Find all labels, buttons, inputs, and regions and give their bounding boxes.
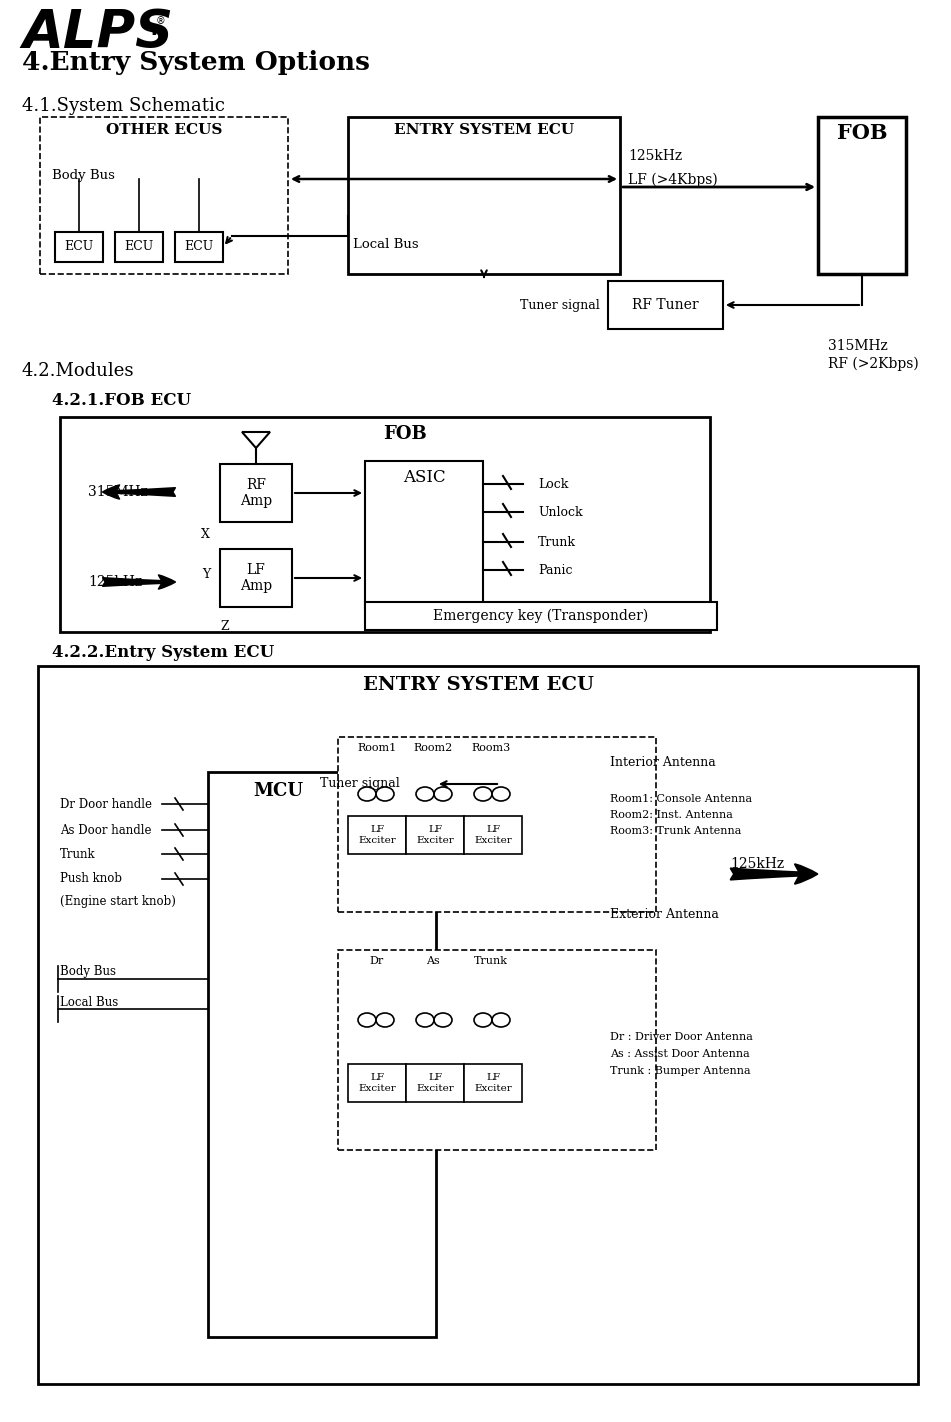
FancyArrowPatch shape	[103, 485, 175, 499]
Text: FOB: FOB	[837, 122, 887, 144]
Text: Trunk: Trunk	[60, 848, 96, 860]
Text: RF (>2Kbps): RF (>2Kbps)	[828, 357, 919, 371]
Text: X: X	[201, 528, 210, 540]
Bar	[406, 1064, 464, 1102]
Text: Dr : Driver Door Antenna: Dr : Driver Door Antenna	[610, 1032, 753, 1042]
Bar	[40, 117, 288, 274]
Text: LF
Exciter: LF Exciter	[417, 825, 454, 845]
Text: Body Bus: Body Bus	[52, 169, 115, 182]
Bar	[338, 950, 656, 1150]
Text: ECU: ECU	[65, 240, 93, 253]
Text: Z: Z	[221, 620, 229, 633]
Text: Push knob: Push knob	[60, 873, 122, 886]
Text: LF
Amp: LF Amp	[240, 563, 272, 593]
Text: ENTRY SYSTEM ECU: ENTRY SYSTEM ECU	[362, 675, 593, 694]
Text: .: .	[148, 9, 159, 43]
Bar	[338, 737, 656, 912]
Text: As: As	[426, 956, 440, 966]
Text: As : Assist Door Antenna: As : Assist Door Antenna	[610, 1049, 749, 1059]
Text: Tuner signal: Tuner signal	[320, 778, 399, 791]
Bar	[818, 117, 906, 274]
Bar	[208, 772, 436, 1337]
Text: Panic: Panic	[538, 563, 573, 576]
Bar	[38, 665, 918, 1384]
Text: Body Bus: Body Bus	[60, 966, 116, 978]
Text: Room3: Room3	[472, 744, 511, 754]
Text: 4.2.2.Entry System ECU: 4.2.2.Entry System ECU	[52, 644, 274, 661]
Text: 4.2.1.FOB ECU: 4.2.1.FOB ECU	[52, 392, 191, 410]
Text: MCU: MCU	[253, 782, 303, 801]
Bar	[348, 117, 620, 274]
Bar	[60, 417, 710, 631]
FancyArrowPatch shape	[103, 574, 175, 589]
Bar	[464, 1064, 522, 1102]
Text: ®: ®	[156, 16, 165, 26]
Text: LF
Exciter: LF Exciter	[475, 825, 512, 845]
Text: Lock: Lock	[538, 478, 569, 491]
Text: Room1: Console Antenna: Room1: Console Antenna	[610, 793, 752, 803]
Text: Emergency key (Transponder): Emergency key (Transponder)	[434, 609, 649, 623]
Bar	[348, 1064, 406, 1102]
Text: ECU: ECU	[125, 240, 154, 253]
Bar	[115, 232, 163, 262]
Bar	[55, 232, 103, 262]
Bar	[220, 549, 292, 607]
Text: 4.Entry System Options: 4.Entry System Options	[22, 50, 370, 75]
Text: ENTRY SYSTEM ECU: ENTRY SYSTEM ECU	[394, 122, 574, 137]
Text: Trunk: Trunk	[538, 536, 576, 549]
Text: ECU: ECU	[184, 240, 214, 253]
Bar	[406, 816, 464, 855]
Text: FOB: FOB	[383, 425, 427, 444]
Bar	[365, 461, 483, 609]
Text: 4.1.System Schematic: 4.1.System Schematic	[22, 97, 225, 115]
Text: 125kHz: 125kHz	[88, 574, 142, 589]
Text: Room2: Room2	[414, 744, 453, 754]
Bar	[608, 282, 723, 328]
Text: LF
Exciter: LF Exciter	[359, 825, 396, 845]
Bar	[348, 816, 406, 855]
Text: LF
Exciter: LF Exciter	[417, 1074, 454, 1092]
Bar	[175, 232, 223, 262]
Text: As Door handle: As Door handle	[60, 823, 151, 836]
Text: OTHER ECUS: OTHER ECUS	[106, 122, 223, 137]
Text: ASIC: ASIC	[402, 469, 445, 486]
Text: 315MHz: 315MHz	[88, 485, 147, 499]
Text: 125kHz: 125kHz	[730, 857, 785, 872]
Bar	[464, 816, 522, 855]
Text: LF
Exciter: LF Exciter	[359, 1074, 396, 1092]
Text: RF Tuner: RF Tuner	[632, 299, 699, 311]
Text: Unlock: Unlock	[538, 505, 583, 519]
Text: Room3: Trunk Antenna: Room3: Trunk Antenna	[610, 826, 742, 836]
Text: Dr Door handle: Dr Door handle	[60, 798, 152, 811]
Text: ALPS: ALPS	[22, 7, 173, 58]
Text: Local Bus: Local Bus	[60, 995, 118, 1008]
Text: Y: Y	[202, 567, 210, 580]
Text: RF
Amp: RF Amp	[240, 478, 272, 508]
Bar	[365, 602, 717, 630]
Text: (Engine start knob): (Engine start knob)	[60, 894, 176, 907]
Text: LF
Exciter: LF Exciter	[475, 1074, 512, 1092]
Text: Trunk : Bumper Antenna: Trunk : Bumper Antenna	[610, 1066, 750, 1076]
Text: LF (>4Kbps): LF (>4Kbps)	[628, 173, 718, 188]
Text: 125kHz: 125kHz	[628, 149, 682, 164]
Bar	[220, 464, 292, 522]
Text: Dr: Dr	[370, 956, 384, 966]
Text: Trunk: Trunk	[474, 956, 508, 966]
Text: Interior Antenna: Interior Antenna	[610, 755, 716, 768]
FancyArrowPatch shape	[730, 865, 817, 883]
Text: Room1: Room1	[358, 744, 397, 754]
Text: Exterior Antenna: Exterior Antenna	[610, 907, 719, 920]
Text: 4.2.Modules: 4.2.Modules	[22, 363, 134, 380]
Text: Tuner signal: Tuner signal	[520, 299, 600, 311]
Text: Local Bus: Local Bus	[353, 237, 418, 252]
Text: Room2: Inst. Antenna: Room2: Inst. Antenna	[610, 811, 733, 820]
Text: 315MHz: 315MHz	[828, 338, 887, 353]
